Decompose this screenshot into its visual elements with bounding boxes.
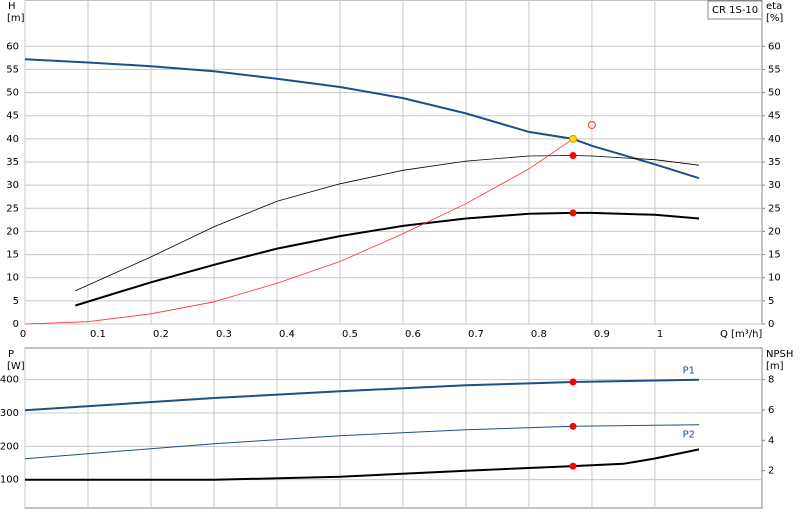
y2-tick-label: 5 — [768, 296, 774, 307]
legend-box — [707, 0, 763, 20]
y-tick-label: 400 — [0, 375, 19, 386]
y2-tick-label: 6 — [768, 405, 774, 416]
y2-tick-label: 0 — [768, 319, 774, 330]
x-tick-label: 0.5 — [342, 329, 358, 340]
x-tick-label: 0.9 — [594, 329, 610, 340]
open-point — [587, 120, 596, 129]
y-axis-label: P — [8, 349, 14, 360]
y-tick-label: 0 — [13, 319, 19, 330]
y2-axis-label: eta — [766, 1, 782, 12]
y-tick-label: 200 — [0, 441, 19, 452]
y-tick-label: 20 — [6, 226, 19, 237]
y-tick-label: 55 — [6, 64, 19, 75]
y2-tick-label: 8 — [768, 375, 774, 386]
curve — [24, 58, 700, 180]
y2-tick-label: 4 — [768, 435, 774, 446]
x-tick-label: 0 — [20, 329, 26, 340]
curve — [75, 155, 700, 292]
y-axis-label: H — [8, 1, 16, 12]
curve — [24, 378, 700, 412]
x-tick-label: 0.3 — [216, 329, 232, 340]
y2-tick-label: 2 — [768, 466, 774, 477]
y2-tick-label: 15 — [768, 250, 781, 261]
y2-tick-label: 20 — [768, 226, 781, 237]
point — [569, 134, 578, 143]
legend-text: CR 1S-10 — [712, 5, 758, 16]
y-tick-label: 30 — [6, 180, 19, 191]
x-tick-label: 0.7 — [468, 329, 484, 340]
y2-axis-unit: [%] — [766, 13, 783, 24]
point — [569, 462, 577, 470]
y2-tick-label: 55 — [768, 64, 781, 75]
point — [569, 152, 577, 160]
curve — [24, 138, 574, 325]
y-tick-label: 35 — [6, 157, 19, 168]
x-tick-label: 0.8 — [531, 329, 547, 340]
x-axis-label: Q [m³/h] — [720, 329, 762, 340]
curve — [25, 448, 700, 481]
x-tick-label: 0.1 — [90, 329, 106, 340]
point — [569, 209, 577, 217]
y-tick-label: 100 — [0, 475, 19, 486]
y-tick-label: 300 — [0, 408, 19, 419]
y2-tick-label: 30 — [768, 180, 781, 191]
x-tick-label: 1 — [657, 329, 663, 340]
y-axis-unit: [W] — [7, 361, 25, 372]
y-tick-label: 5 — [13, 296, 19, 307]
y-tick-label: 45 — [6, 111, 19, 122]
plot-area — [24, 347, 763, 509]
y2-tick-label: 25 — [768, 203, 781, 214]
series-label: P1 — [683, 366, 695, 377]
y-tick-label: 10 — [6, 273, 19, 284]
y2-axis-label: NPSH — [766, 349, 793, 360]
y2-tick-label: 10 — [768, 273, 781, 284]
point — [569, 378, 577, 386]
x-tick-label: 0.4 — [279, 329, 295, 340]
y2-tick-label: 45 — [768, 111, 781, 122]
y2-axis-unit: [m] — [766, 361, 784, 372]
x-tick-label: 0.6 — [405, 329, 421, 340]
series-label: P2 — [683, 430, 695, 441]
curve — [24, 424, 700, 460]
y-tick-label: 15 — [6, 250, 19, 261]
y-axis-unit: [m] — [7, 13, 25, 24]
x-tick-label: 0.2 — [153, 329, 169, 340]
y-tick-label: 25 — [6, 203, 19, 214]
y-tick-label: 50 — [6, 88, 19, 99]
y-tick-label: 40 — [6, 134, 19, 145]
y2-tick-label: 35 — [768, 157, 781, 168]
y-tick-label: 60 — [6, 41, 19, 52]
y2-tick-label: 40 — [768, 134, 781, 145]
curve — [75, 211, 700, 307]
y2-tick-label: 60 — [768, 41, 781, 52]
point — [569, 422, 577, 430]
y2-tick-label: 50 — [768, 88, 781, 99]
